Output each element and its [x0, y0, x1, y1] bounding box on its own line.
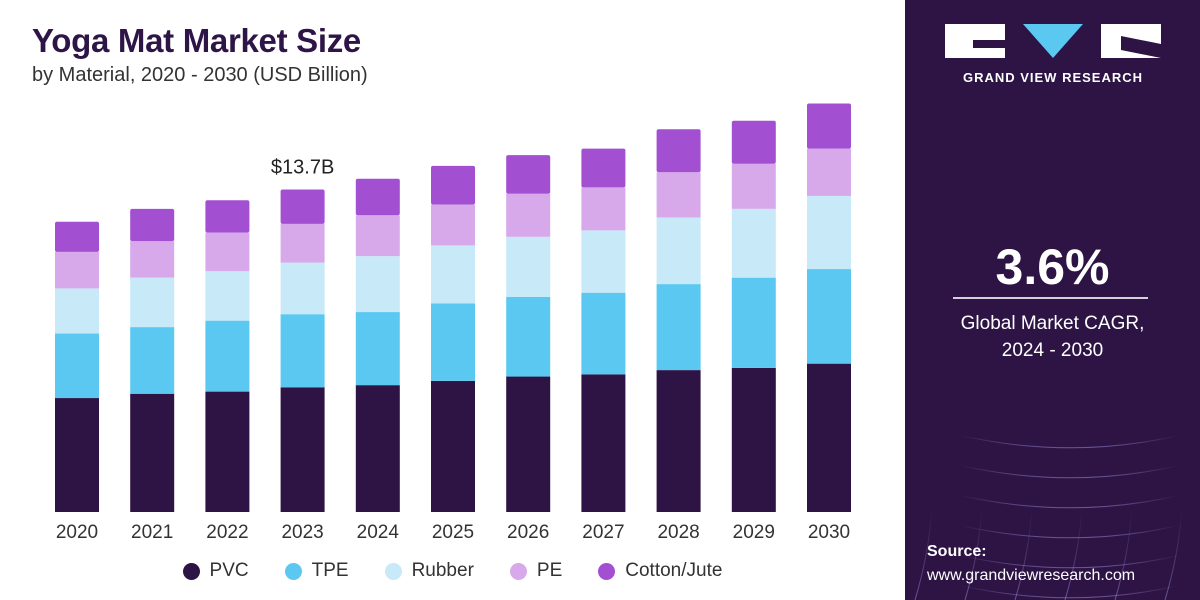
- bar-segment-pe-2021: [130, 241, 175, 278]
- bar-segment-pvc-2029: [731, 367, 776, 512]
- bar-segment-rubber-2020: [55, 288, 99, 334]
- bar-segment-tpe-2022: [205, 320, 250, 392]
- legend-label-cotton-jute: Cotton/Jute: [625, 560, 723, 581]
- legend-label-pe: PE: [536, 560, 563, 581]
- grid-background-decoration: [905, 399, 1200, 600]
- bar-segment-rubber-2028: [656, 217, 701, 285]
- bar-segment-tpe-2026: [506, 297, 551, 377]
- cagr-label-line2: 2024 - 2030: [1001, 340, 1104, 361]
- bar-segment-pvc-2024: [355, 385, 400, 512]
- cagr-label-line1: Global Market CAGR,: [960, 313, 1145, 334]
- bar-segment-tpe-2030: [807, 269, 851, 364]
- x-tick-label-2023: 2023: [281, 522, 323, 543]
- bar-segment-tpe-2025: [431, 303, 475, 381]
- chart-subtitle: by Material, 2020 - 2030 (USD Billion): [32, 64, 368, 86]
- bar-segment-pvc-2030: [807, 363, 851, 512]
- bar-segment-tpe-2029: [731, 277, 776, 368]
- x-tick-label-2029: 2029: [733, 522, 775, 543]
- bar-segment-rubber-2029: [731, 208, 776, 278]
- bar-segment-pvc-2022: [205, 391, 250, 512]
- bar-segment-pvc-2028: [656, 370, 701, 512]
- x-tick-label-2026: 2026: [507, 522, 549, 543]
- bar-segment-rubber-2025: [431, 245, 475, 304]
- bar-segment-pvc-2027: [581, 374, 626, 512]
- bar-segment-cotton-jute-2020: [55, 221, 99, 252]
- legend-swatch-pvc: [182, 562, 200, 580]
- bar-segment-cotton-jute-2022: [205, 200, 250, 233]
- bar-segment-rubber-2027: [581, 230, 626, 293]
- chart-title: Yoga Mat Market Size: [32, 22, 361, 59]
- stacked-bar-chart: 2020 2021 2022 2023 $13.7B 2024 2025 2026 2027 20…: [55, 103, 851, 543]
- bar-segment-rubber-2030: [807, 195, 851, 270]
- bar-segment-pe-2025: [431, 204, 475, 246]
- x-tick-label-2022: 2022: [206, 522, 248, 543]
- x-tick-label-2027: 2027: [582, 522, 624, 543]
- legend-label-rubber: Rubber: [411, 560, 474, 581]
- legend-label-pvc: PVC: [209, 560, 249, 581]
- legend-item-pvc: PVC: [182, 560, 249, 582]
- bar-segment-tpe-2021: [130, 327, 175, 394]
- bar-segment-pe-2028: [656, 172, 701, 218]
- bar-segment-cotton-jute-2027: [581, 148, 626, 188]
- bar-segment-pe-2024: [355, 215, 400, 257]
- chart-legend: PVC TPE Rubber PE Cotton/Jute: [0, 560, 905, 582]
- source-label: Source:: [927, 543, 987, 560]
- bar-segment-pe-2030: [807, 148, 851, 196]
- bar-segment-rubber-2026: [506, 236, 551, 297]
- bar-segment-cotton-jute-2028: [656, 129, 701, 173]
- legend-swatch-cotton-jute: [598, 562, 616, 580]
- bar-segment-tpe-2020: [55, 333, 99, 399]
- bar-segment-pvc-2023: [280, 387, 325, 512]
- bar-segment-cotton-jute-2025: [431, 165, 475, 205]
- bar-segment-cotton-jute-2029: [731, 120, 776, 164]
- legend-swatch-tpe: [284, 562, 302, 580]
- x-tick-label-2025: 2025: [432, 522, 474, 543]
- bar-segment-cotton-jute-2021: [130, 208, 175, 242]
- bar-segment-tpe-2028: [656, 284, 701, 371]
- chart-panel: Yoga Mat Market Size by Material, 2020 -…: [0, 22, 905, 582]
- cagr-value: 3.6%: [995, 239, 1110, 295]
- info-panel: GRAND VIEW RESEARCH 3.6% Global Market C…: [905, 0, 1200, 600]
- legend-swatch-pe: [509, 562, 527, 580]
- bar-segment-pvc-2020: [55, 398, 99, 512]
- data-label-2023: $13.7B: [271, 157, 334, 179]
- bar-segment-rubber-2021: [130, 277, 175, 328]
- legend-item-cotton-jute: Cotton/Jute: [598, 560, 722, 582]
- gvr-logo-icon: [945, 24, 1161, 58]
- x-tick-label-2021: 2021: [131, 522, 173, 543]
- x-tick-label-2030: 2030: [808, 522, 850, 543]
- legend-item-tpe: TPE: [284, 560, 349, 582]
- bar-segment-pe-2029: [731, 163, 776, 209]
- source-url[interactable]: www.grandviewresearch.com: [927, 567, 1136, 584]
- bar-segment-pe-2027: [581, 187, 626, 231]
- legend-item-rubber: Rubber: [384, 560, 474, 582]
- bar-segment-pe-2023: [280, 223, 325, 263]
- legend-swatch-rubber: [384, 562, 402, 580]
- bar-segment-rubber-2023: [280, 262, 325, 315]
- bar-segment-cotton-jute-2023: [280, 189, 325, 224]
- bar-segment-cotton-jute-2026: [506, 155, 551, 194]
- cagr-label: Global Market CAGR, 2024 - 2030: [905, 310, 1200, 364]
- bar-segment-pvc-2021: [130, 393, 175, 512]
- legend-label-tpe: TPE: [311, 560, 349, 581]
- bar-segment-tpe-2023: [280, 314, 325, 388]
- legend-item-pe: PE: [509, 560, 563, 582]
- bar-segment-cotton-jute-2024: [355, 178, 400, 216]
- x-tick-label-2024: 2024: [357, 522, 400, 543]
- brand-name: GRAND VIEW RESEARCH: [962, 70, 1144, 85]
- cagr-divider: [953, 297, 1148, 299]
- bar-segment-pvc-2026: [506, 376, 551, 512]
- x-tick-label-2028: 2028: [657, 522, 699, 543]
- bar-segment-tpe-2024: [355, 312, 400, 386]
- bar-segment-pe-2026: [506, 193, 551, 237]
- bar-segment-rubber-2022: [205, 271, 250, 321]
- bar-segment-pvc-2025: [431, 380, 475, 512]
- bar-segment-pe-2022: [205, 232, 250, 272]
- brand-logo: GRAND VIEW RESEARCH: [943, 22, 1163, 86]
- bar-segment-rubber-2024: [355, 256, 400, 313]
- bar-segment-cotton-jute-2030: [807, 103, 851, 149]
- bar-segment-tpe-2027: [581, 292, 626, 375]
- x-tick-label-2020: 2020: [56, 522, 98, 543]
- bar-segment-pe-2020: [55, 251, 99, 289]
